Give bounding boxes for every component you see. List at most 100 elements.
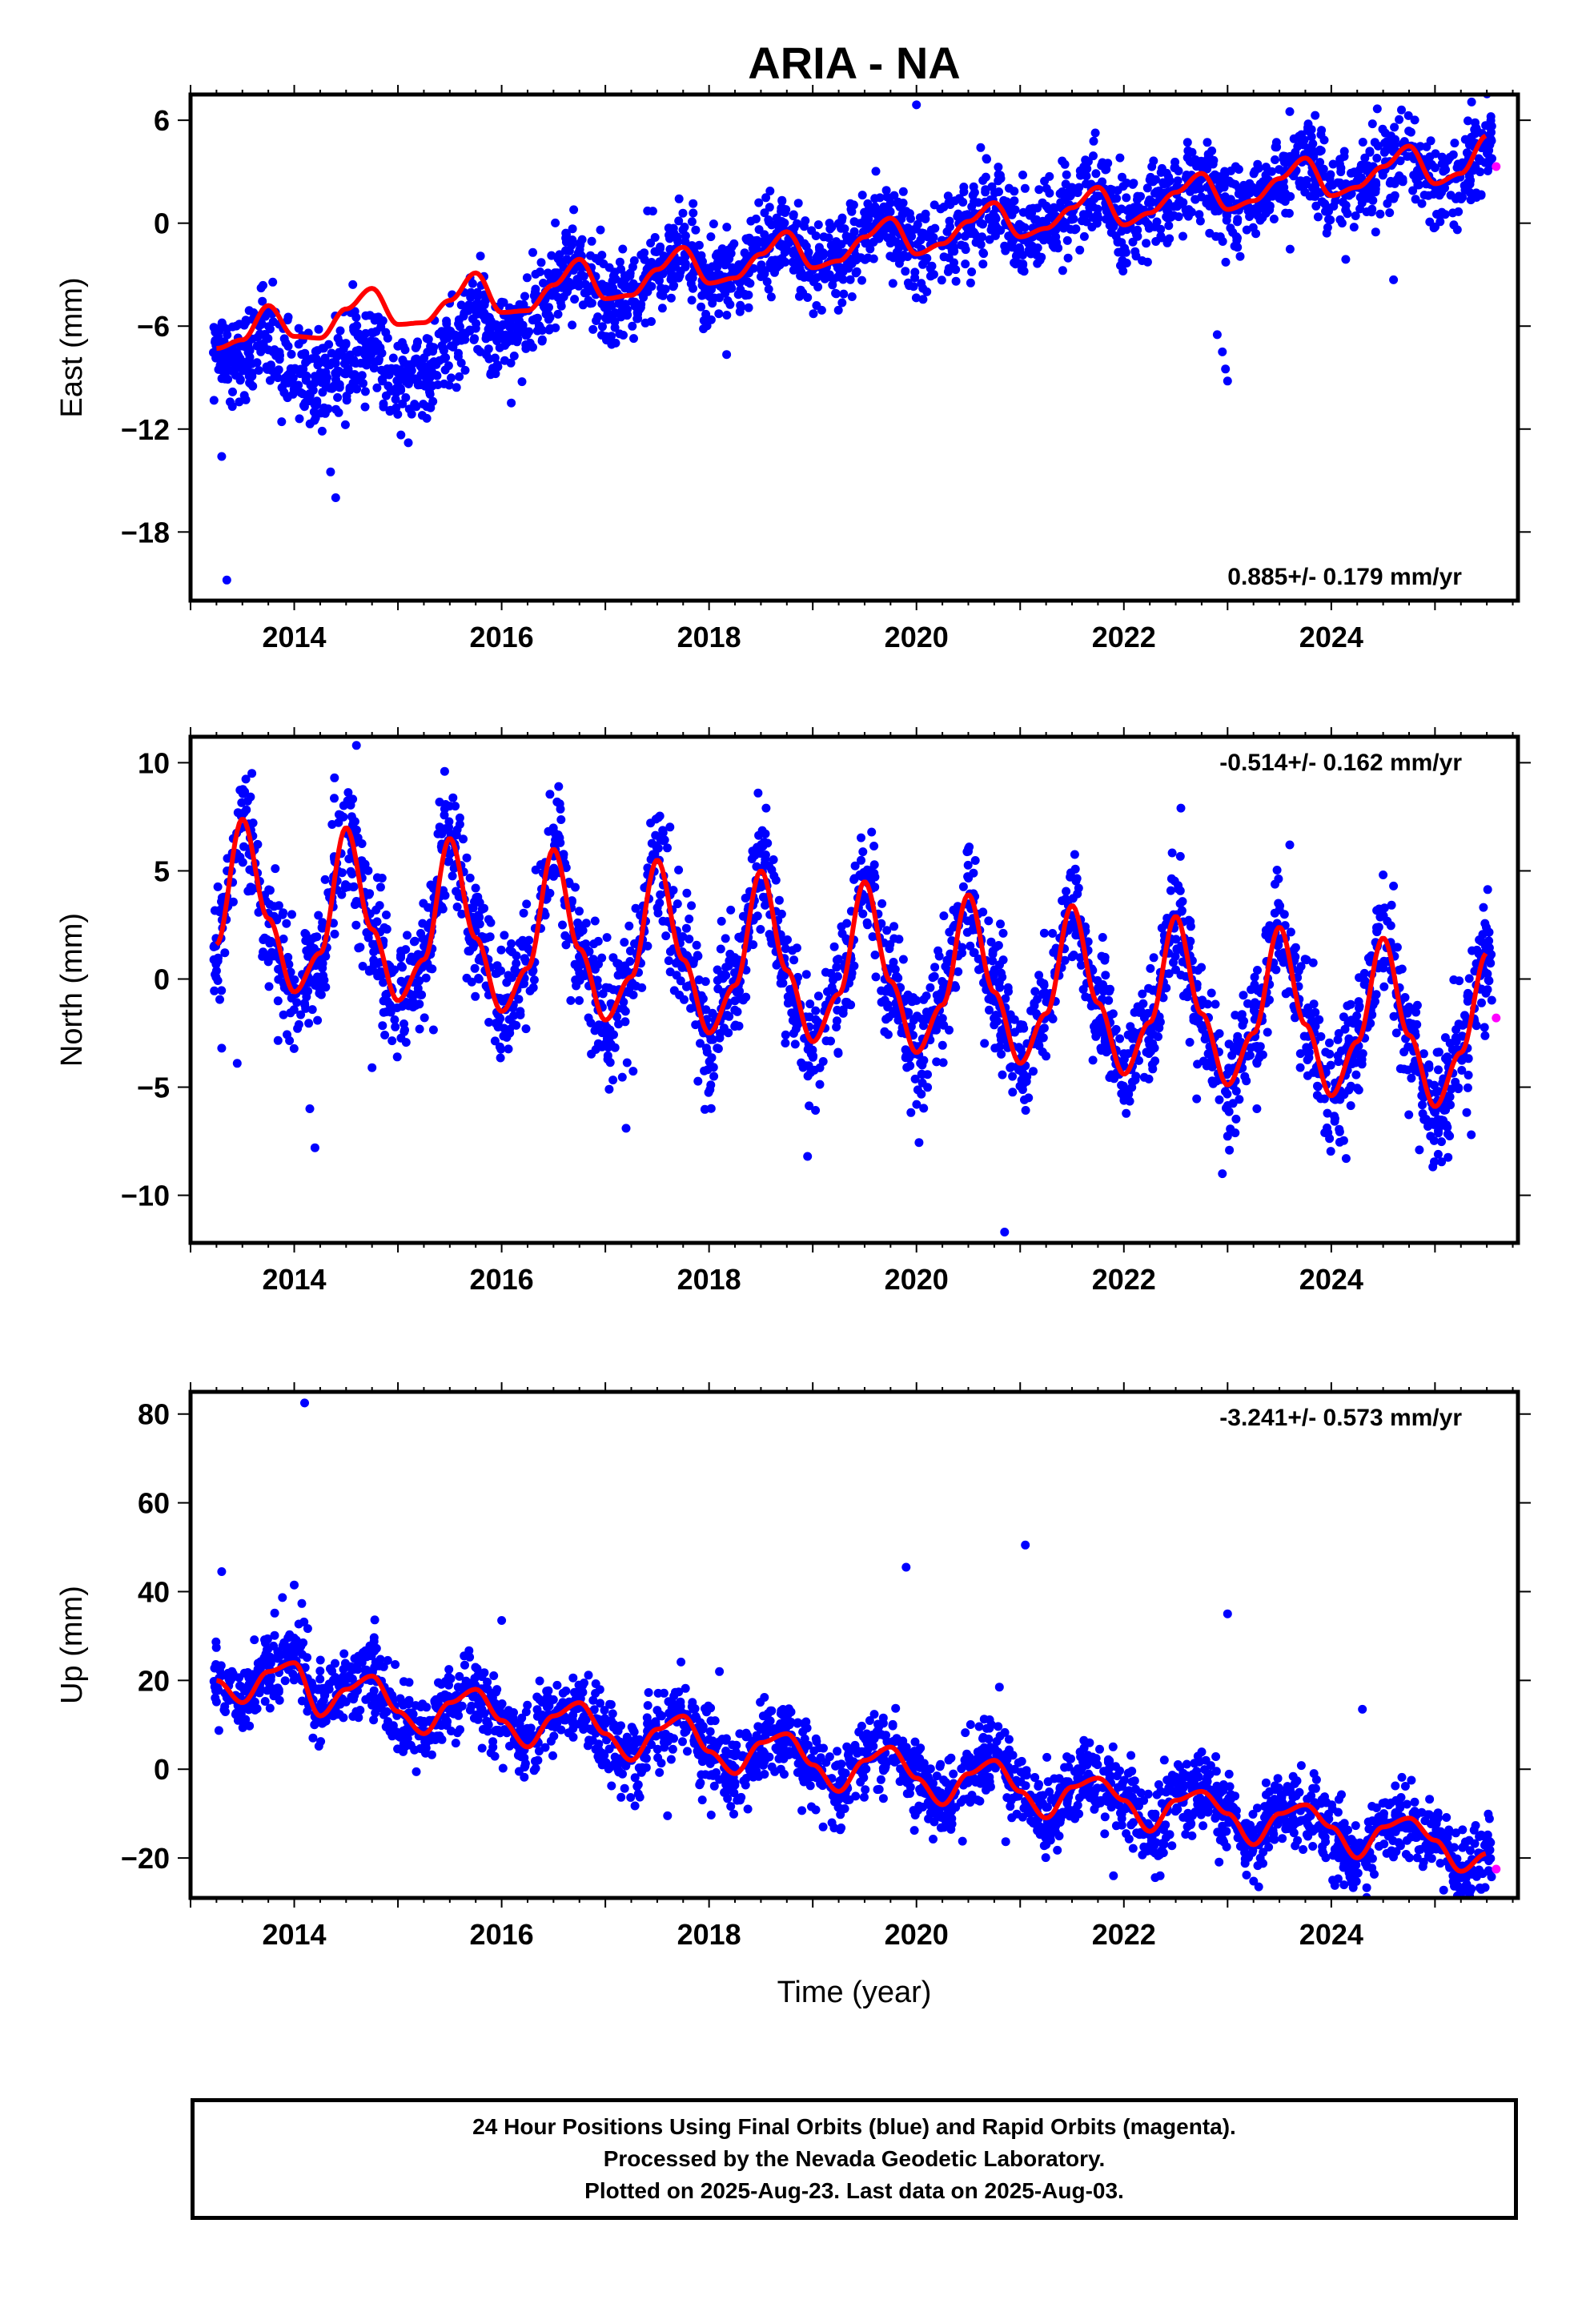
final-point: [1269, 215, 1279, 223]
final-point: [646, 818, 656, 828]
final-point: [1303, 123, 1312, 132]
final-point: [893, 1015, 903, 1025]
final-point: [228, 897, 238, 907]
final-point: [1250, 980, 1259, 990]
final-point: [638, 291, 648, 300]
final-point: [375, 883, 385, 892]
final-point: [608, 953, 618, 963]
final-point: [330, 929, 339, 939]
final-point: [781, 257, 790, 267]
final-point: [754, 225, 764, 235]
final-point: [1453, 159, 1463, 169]
final-point: [235, 397, 244, 407]
final-outlier-point: [1285, 107, 1295, 116]
final-point: [516, 1010, 525, 1019]
final-point: [1433, 1149, 1443, 1159]
final-point: [694, 240, 704, 250]
final-point: [1258, 213, 1267, 223]
final-point: [1372, 104, 1382, 114]
final-point: [738, 911, 748, 921]
final-point: [1182, 138, 1192, 147]
final-point: [1462, 1108, 1472, 1117]
final-point: [1313, 212, 1323, 222]
final-point: [1367, 204, 1377, 214]
final-point: [851, 268, 861, 278]
final-point: [602, 933, 612, 943]
final-point: [861, 239, 870, 248]
final-point: [826, 240, 836, 250]
final-point: [718, 284, 728, 294]
final-point: [422, 334, 432, 344]
final-point: [1480, 1031, 1490, 1040]
final-point: [903, 223, 913, 232]
final-point: [391, 364, 401, 373]
final-point: [845, 275, 855, 284]
final-point: [1379, 956, 1389, 966]
final-point: [625, 947, 635, 955]
final-point: [1379, 982, 1389, 991]
final-point: [1030, 987, 1040, 996]
final-point: [628, 1067, 638, 1076]
final-point: [1101, 971, 1110, 980]
final-point: [1315, 145, 1325, 155]
final-point: [553, 309, 563, 319]
final-point: [352, 384, 362, 394]
final-point: [339, 344, 348, 354]
final-point: [873, 205, 883, 215]
final-point: [491, 369, 500, 379]
final-point: [1275, 905, 1284, 915]
final-point: [1058, 156, 1067, 166]
final-point: [633, 309, 642, 319]
final-point: [682, 888, 692, 898]
final-point: [954, 967, 963, 976]
final-point: [266, 360, 275, 370]
final-point: [771, 875, 781, 885]
final-point: [354, 943, 363, 953]
final-point: [889, 191, 899, 200]
final-point: [765, 203, 774, 212]
final-point: [264, 982, 274, 991]
final-point: [551, 835, 560, 845]
final-point: [1311, 1007, 1320, 1017]
final-point: [1019, 1023, 1029, 1033]
final-point: [1286, 191, 1295, 201]
final-point: [918, 259, 927, 269]
final-point: [873, 211, 882, 221]
final-point: [789, 955, 799, 965]
final-point: [412, 402, 421, 412]
final-point: [1104, 995, 1114, 1005]
x-tick-label: 2014: [262, 621, 326, 653]
final-point: [753, 788, 763, 798]
final-point: [294, 340, 303, 349]
final-point: [1082, 179, 1090, 189]
final-point: [661, 931, 671, 941]
final-point: [855, 219, 864, 228]
final-point: [1060, 955, 1070, 965]
final-point: [349, 323, 359, 332]
final-point: [1365, 147, 1375, 156]
final-point: [1317, 197, 1327, 207]
final-point: [1185, 1038, 1195, 1047]
final-point: [1346, 1101, 1355, 1111]
final-point: [617, 305, 627, 315]
final-point: [1470, 125, 1480, 135]
final-point: [455, 322, 464, 332]
final-point: [531, 314, 540, 324]
final-point: [680, 223, 689, 231]
final-point: [765, 187, 775, 195]
final-point: [614, 299, 624, 308]
final-point: [1178, 231, 1187, 241]
final-point: [1148, 1039, 1158, 1048]
final-point: [210, 906, 219, 915]
final-point: [1390, 191, 1399, 200]
final-point: [1019, 267, 1029, 276]
final-point: [380, 1031, 390, 1039]
final-point: [1166, 886, 1175, 895]
final-point: [271, 864, 280, 874]
final-point: [468, 903, 478, 913]
final-point: [1333, 1051, 1343, 1060]
final-point: [219, 322, 228, 332]
final-point: [1455, 976, 1464, 986]
final-point: [498, 320, 508, 329]
final-point: [525, 986, 535, 995]
